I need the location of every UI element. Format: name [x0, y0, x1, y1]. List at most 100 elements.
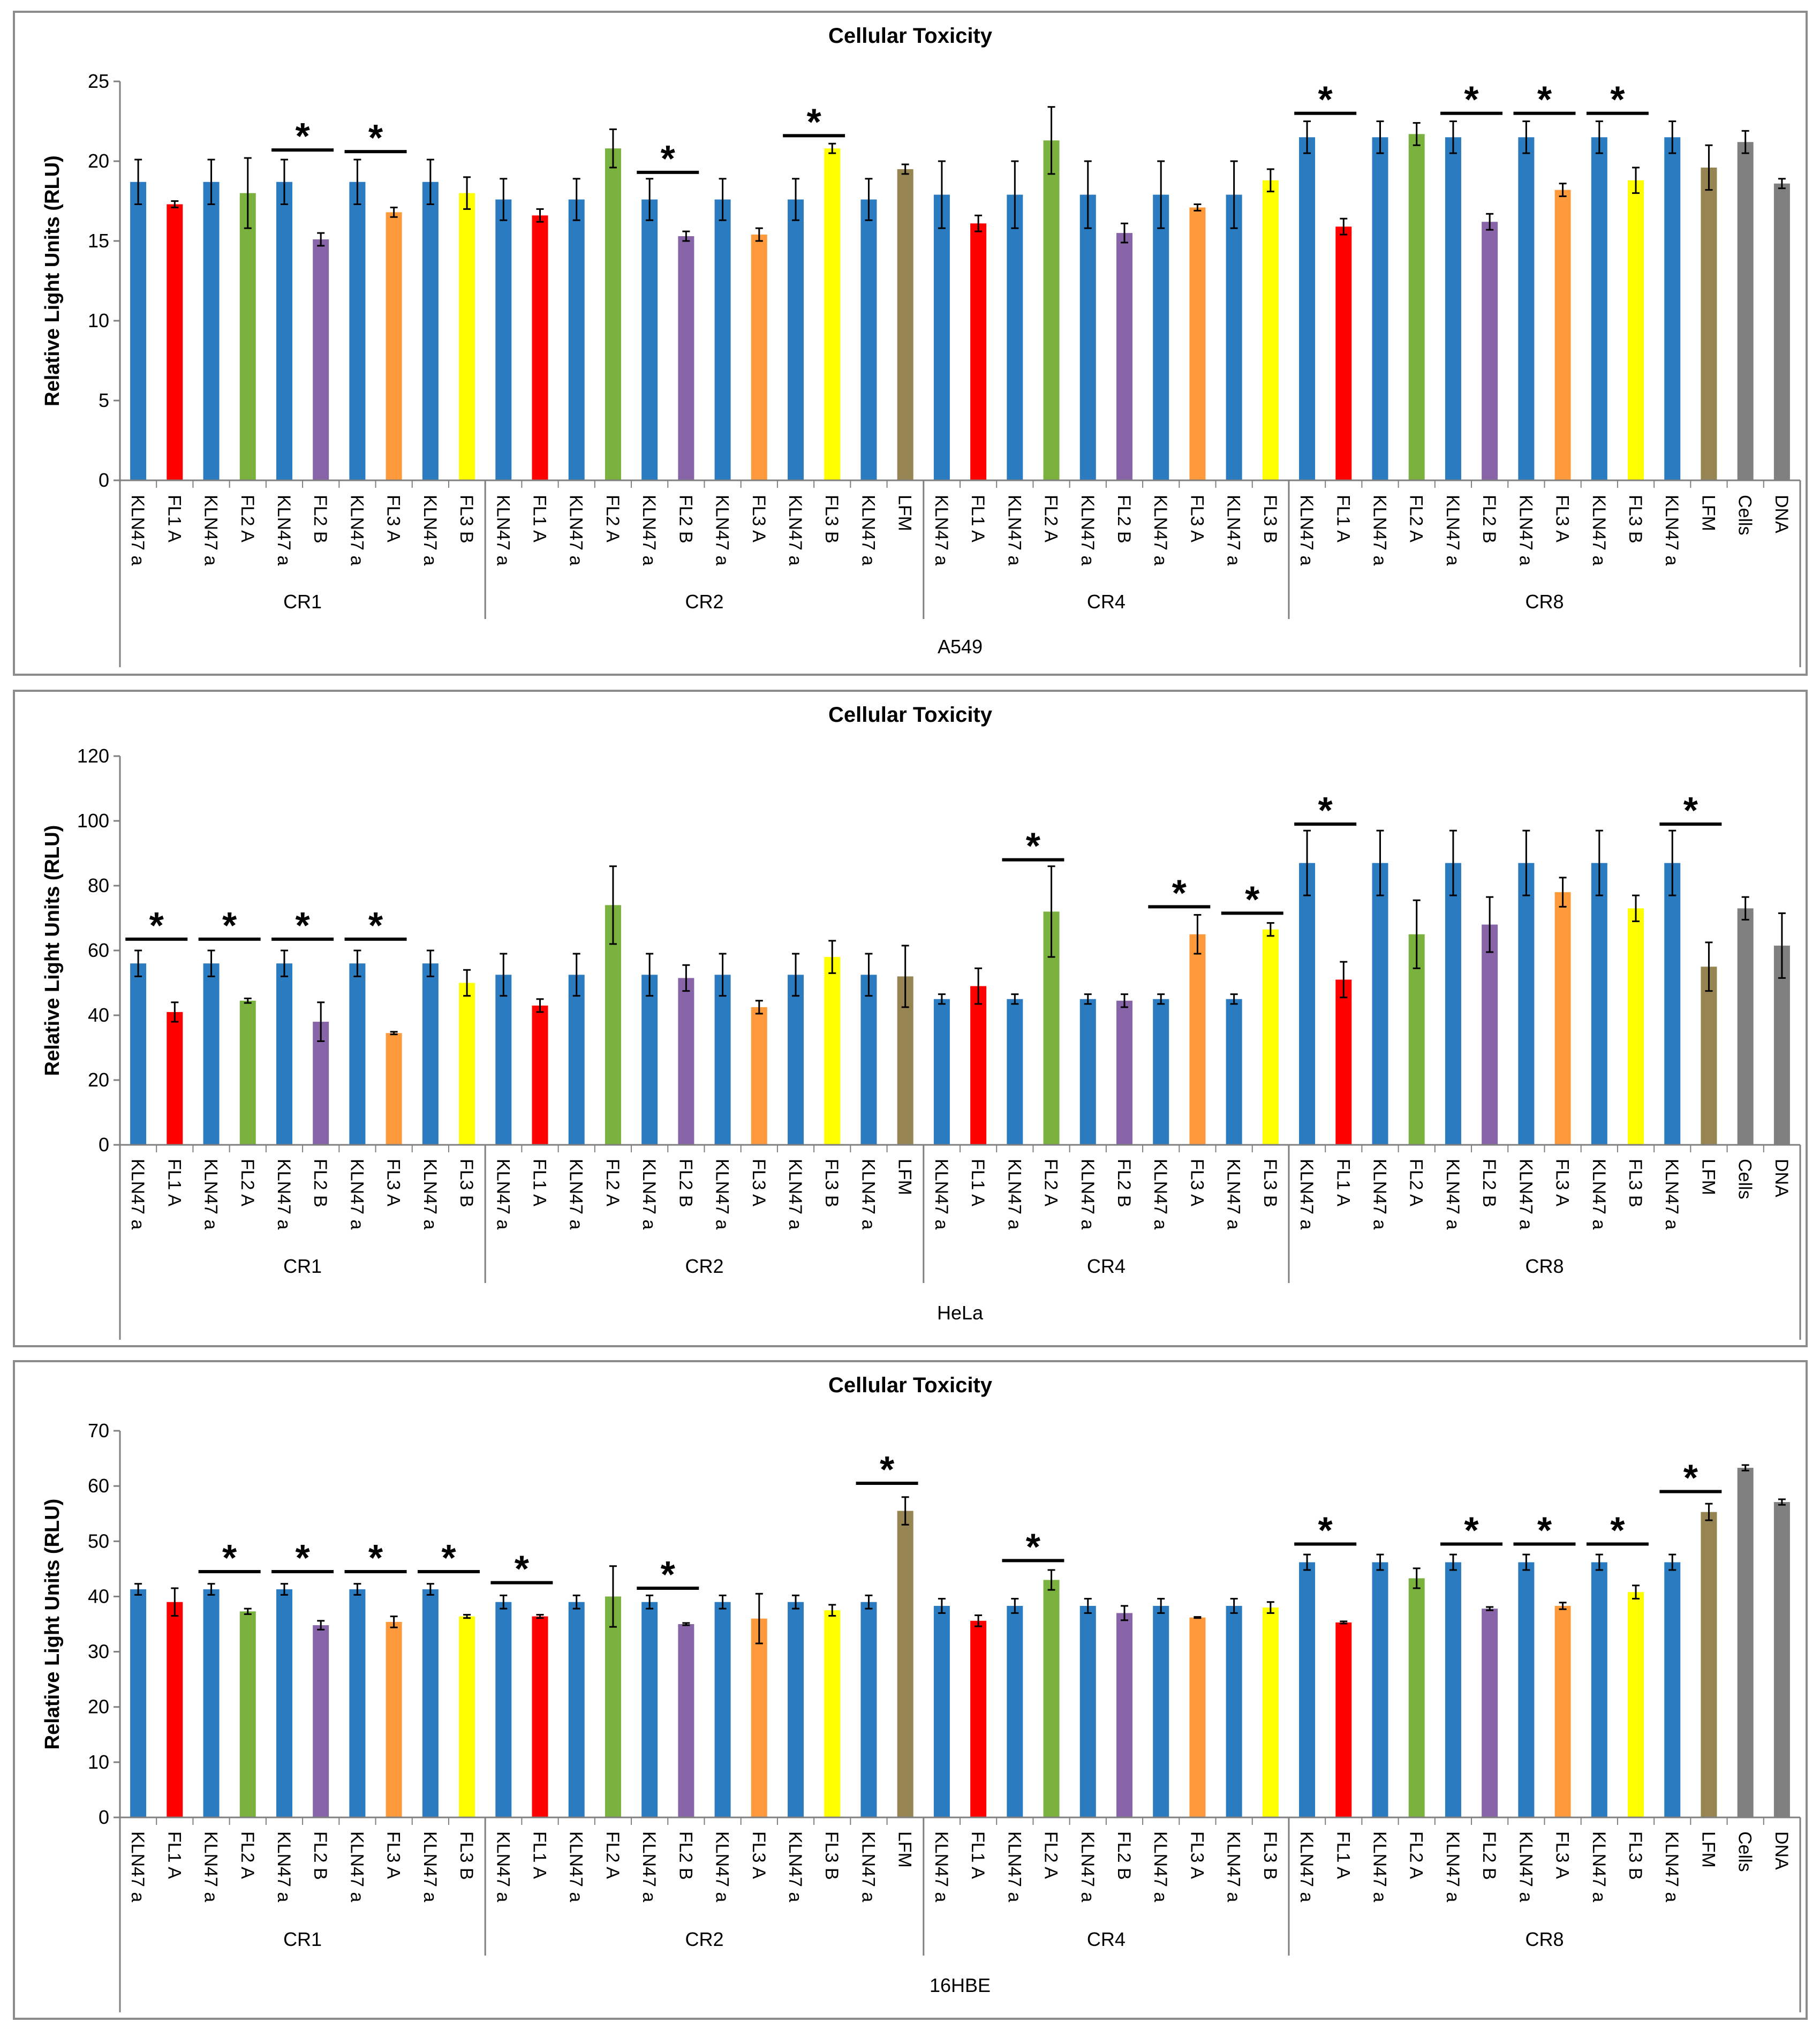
- x-category-label: DNA: [1771, 1159, 1792, 1197]
- x-category-label: FL3 A: [1187, 1159, 1207, 1206]
- significance-star: *: [1026, 825, 1041, 867]
- x-category-label: FL3 A: [749, 495, 769, 542]
- bar: [605, 905, 621, 1145]
- x-category-label: FL2 A: [237, 1831, 258, 1879]
- bar: [1116, 1000, 1132, 1145]
- significance-star: *: [661, 138, 676, 179]
- bar: [678, 236, 694, 480]
- bar: [167, 1602, 183, 1817]
- x-category-label: LFM: [895, 1831, 915, 1868]
- significance-star: *: [1318, 1509, 1333, 1551]
- bar: [1773, 945, 1790, 1145]
- bar: [568, 199, 585, 480]
- bar: [1628, 908, 1644, 1145]
- bar: [1079, 194, 1096, 481]
- bar: [276, 1589, 292, 1817]
- significance-star: *: [295, 1537, 310, 1579]
- x-category-label: LFM: [1698, 1831, 1718, 1868]
- y-tick-label: 40: [88, 1585, 109, 1607]
- bar: [1116, 1613, 1132, 1817]
- y-tick-label: 100: [77, 810, 109, 832]
- bar: [1664, 137, 1681, 480]
- x-category-label: FL2 A: [237, 1159, 258, 1206]
- x-category-label: DNA: [1771, 1831, 1792, 1870]
- chart-panel-hela: Cellular Toxicity Relative Light Units (R…: [13, 690, 1808, 1347]
- bar: [1153, 194, 1169, 481]
- bar: [1482, 222, 1498, 480]
- bar: [386, 1621, 402, 1817]
- bar: [1737, 908, 1754, 1145]
- significance-star: *: [1683, 1457, 1698, 1498]
- bar: [1701, 967, 1717, 1145]
- bar: [1226, 194, 1242, 481]
- x-category-label: FL3 B: [821, 1159, 842, 1208]
- bar: [313, 239, 329, 480]
- bar: [714, 199, 731, 480]
- y-tick-label: 30: [88, 1641, 109, 1663]
- group-label: CR8: [1525, 1255, 1564, 1277]
- significance-star: *: [368, 1537, 383, 1579]
- bar: [203, 963, 220, 1145]
- x-category-label: FL2 A: [1406, 495, 1426, 542]
- bar: [641, 975, 658, 1145]
- x-category-label: KLN47 a: [1589, 1159, 1609, 1229]
- bar: [1153, 1605, 1169, 1817]
- x-category-label: FL2 B: [310, 1831, 330, 1880]
- x-category-label: FL2 B: [310, 495, 330, 544]
- group-label: CR4: [1087, 591, 1126, 613]
- bar: [1299, 863, 1316, 1145]
- x-category-label: KLN47 a: [493, 495, 513, 565]
- bar: [897, 169, 913, 480]
- cell-line-label: A549: [938, 636, 983, 658]
- x-category-label: FL2 A: [1406, 1831, 1426, 1879]
- x-category-label: FL3 B: [1260, 495, 1280, 544]
- bar: [751, 1618, 767, 1817]
- x-category-label: KLN47 a: [493, 1159, 513, 1229]
- bar: [1116, 233, 1132, 480]
- y-tick-label: 15: [88, 230, 109, 252]
- x-category-label: FL2 B: [1114, 1159, 1134, 1208]
- bar: [386, 212, 402, 480]
- x-category-label: KLN47 a: [274, 1831, 294, 1902]
- bar: [1591, 863, 1607, 1145]
- bar: [1372, 1562, 1388, 1817]
- bar-chart-hela: Cellular Toxicity Relative Light Units (R…: [41, 703, 1801, 1340]
- x-category-label: KLN47 a: [274, 495, 294, 565]
- bar: [1226, 1605, 1242, 1817]
- x-category-label: FL2 A: [602, 495, 623, 542]
- x-category-label: DNA: [1771, 495, 1792, 533]
- y-tick-label: 5: [99, 389, 109, 411]
- bar: [1408, 134, 1425, 481]
- x-category-label: KLN47 a: [1224, 1831, 1244, 1902]
- x-category-label: Cells: [1735, 1831, 1755, 1872]
- x-category-label: KLN47 a: [931, 1831, 951, 1902]
- x-category-label: FL3 A: [749, 1159, 769, 1206]
- bar: [1591, 1562, 1607, 1817]
- bar: [1372, 863, 1388, 1145]
- x-category-label: FL2 B: [1479, 495, 1499, 544]
- x-category-label: FL1 A: [968, 1159, 988, 1206]
- y-axis-label: Relative Light Units (RLU): [41, 825, 64, 1076]
- x-category-label: FL3 B: [456, 1831, 477, 1880]
- group-label: CR4: [1087, 1928, 1126, 1950]
- x-category-label: FL3 A: [1552, 1159, 1573, 1206]
- bar: [788, 1602, 804, 1817]
- x-category-label: FL1 A: [1333, 1159, 1353, 1206]
- bar: [276, 963, 292, 1145]
- x-category-label: KLN47 a: [127, 1831, 148, 1902]
- bar: [130, 963, 147, 1145]
- x-category-label: KLN47 a: [127, 1159, 148, 1229]
- group-label: CR8: [1525, 1928, 1564, 1950]
- bar: [1189, 1617, 1206, 1817]
- x-category-label: FL3 B: [1625, 495, 1645, 544]
- bar: [1335, 1622, 1352, 1817]
- bar: [459, 193, 475, 481]
- x-category-label: FL3 A: [749, 1831, 769, 1879]
- x-category-label: LFM: [1698, 495, 1718, 531]
- bar: [751, 1007, 767, 1145]
- x-category-label: FL1 A: [164, 495, 184, 542]
- significance-star: *: [1026, 1526, 1041, 1567]
- x-category-label: FL1 A: [1333, 495, 1353, 542]
- x-category-label: KLN47 a: [1296, 1159, 1317, 1229]
- y-tick-label: 25: [88, 70, 109, 92]
